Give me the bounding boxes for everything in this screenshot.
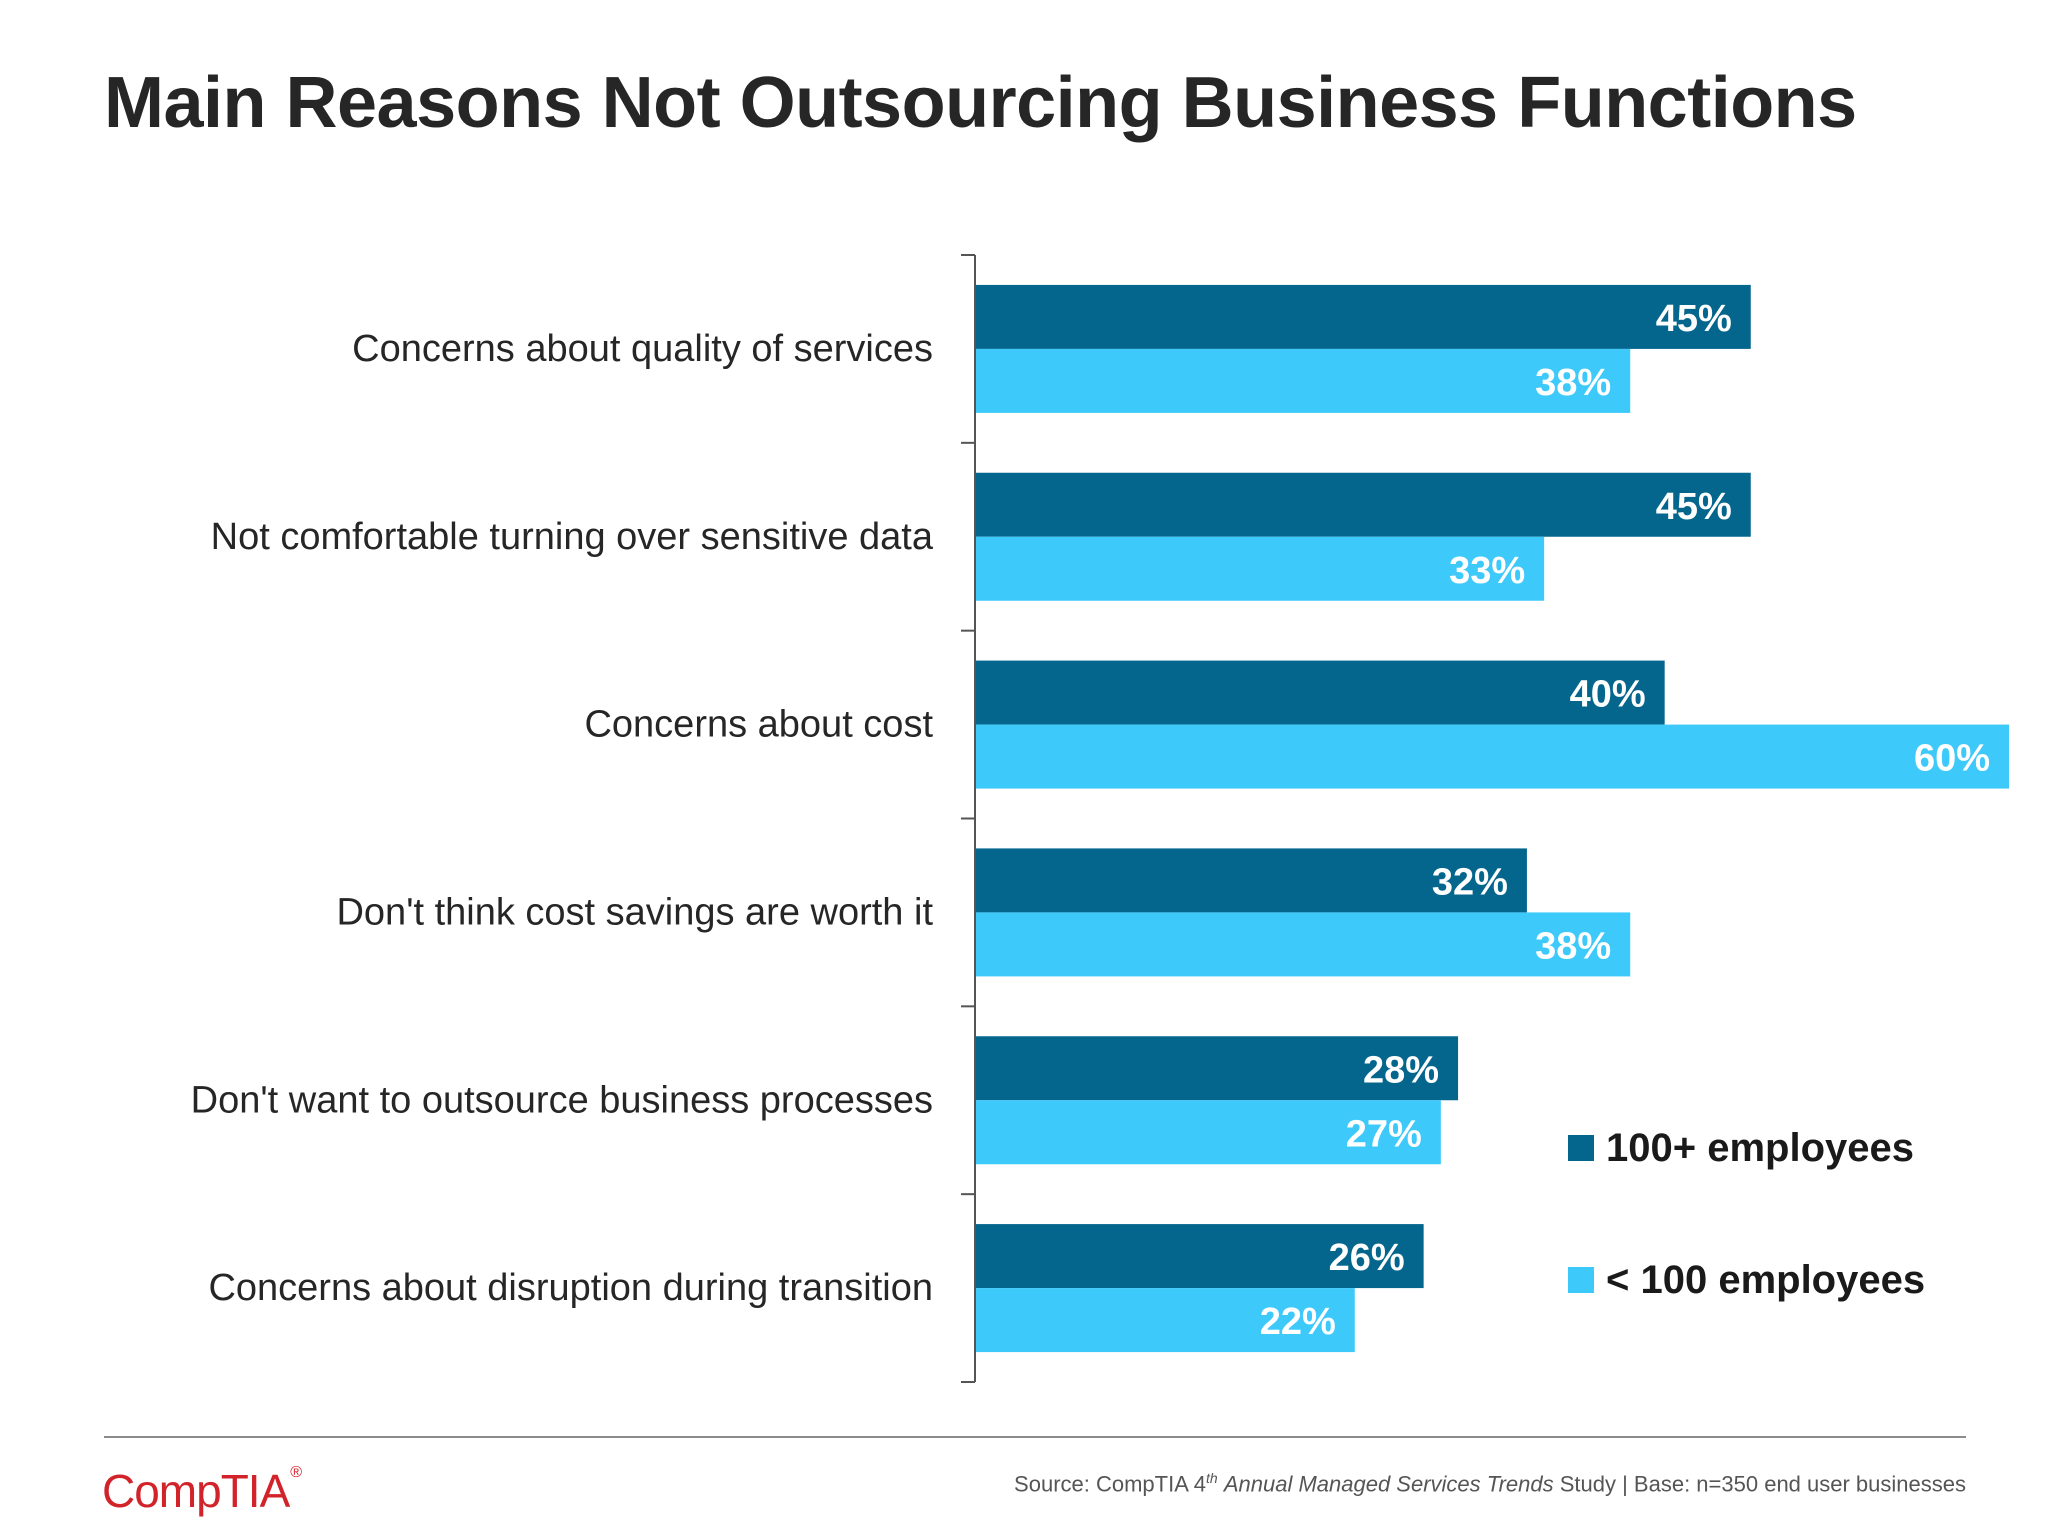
- bar-under-100: [976, 724, 2009, 789]
- bar-under-100: [976, 536, 1545, 601]
- bar-100plus: [976, 1036, 1459, 1101]
- comptia-logo: CompTIA®: [102, 1464, 302, 1518]
- logo-text: CompTIA: [102, 1465, 290, 1517]
- footer-divider: [104, 1436, 1966, 1438]
- bar-chart: Concerns about quality of services 45% 38%…: [191, 254, 2009, 1383]
- bar-under-100: [976, 912, 1631, 977]
- category-label: Concerns about disruption during transit…: [208, 1267, 933, 1309]
- legend: 100+ employees < 100 employees: [1568, 1118, 1925, 1382]
- legend-label-large: 100+ employees: [1606, 1125, 1914, 1170]
- data-label: 38%: [1535, 362, 1611, 404]
- category-label: Not comfortable turning over sensitive d…: [211, 516, 934, 558]
- legend-item-small[interactable]: < 100 employees: [1568, 1250, 1925, 1310]
- bar-100plus: [976, 848, 1527, 913]
- chart-axis: [961, 254, 976, 1383]
- data-label: 60%: [1914, 738, 1990, 780]
- source-note: Source: CompTIA 4th Annual Managed Servi…: [1014, 1470, 1966, 1497]
- data-label: 40%: [1570, 674, 1646, 716]
- source-suffix: Study | Base: n=350 end user businesses: [1553, 1471, 1966, 1497]
- bar-100plus: [976, 284, 1751, 349]
- data-label: 32%: [1432, 861, 1508, 903]
- bar-under-100: [976, 1288, 1355, 1353]
- bar-100plus: [976, 660, 1665, 725]
- data-label: 26%: [1329, 1237, 1405, 1279]
- legend-label-small: < 100 employees: [1606, 1257, 1926, 1302]
- bar-under-100: [976, 1100, 1441, 1165]
- category-label: Don't think cost savings are worth it: [336, 891, 933, 933]
- source-prefix: Source: CompTIA 4: [1014, 1471, 1207, 1497]
- bar-100plus: [976, 472, 1751, 537]
- chart-bars: [976, 284, 2009, 1353]
- bar-under-100: [976, 348, 1631, 413]
- data-label: 28%: [1363, 1049, 1439, 1091]
- legend-swatch-small: [1568, 1267, 1594, 1293]
- legend-item-large[interactable]: 100+ employees: [1568, 1118, 1925, 1178]
- data-label: 33%: [1449, 550, 1525, 592]
- legend-swatch-large: [1568, 1135, 1594, 1161]
- source-superscript: th: [1206, 1470, 1218, 1486]
- data-label: 45%: [1656, 486, 1732, 528]
- source-study-title: Annual Managed Services Trends: [1223, 1471, 1554, 1497]
- chart-labels: Concerns about quality of services 45% 38%…: [191, 298, 1990, 1343]
- bar-100plus: [976, 1224, 1424, 1289]
- logo-registered-mark: ®: [290, 1464, 302, 1481]
- data-label: 27%: [1346, 1113, 1422, 1155]
- data-label: 38%: [1535, 925, 1611, 967]
- data-label: 45%: [1656, 298, 1732, 340]
- category-label: Don't want to outsource business process…: [191, 1079, 933, 1121]
- page-title: Main Reasons Not Outsourcing Business Fu…: [104, 63, 1857, 143]
- category-label: Concerns about cost: [584, 704, 933, 746]
- data-label: 22%: [1260, 1301, 1336, 1343]
- category-label: Concerns about quality of services: [352, 328, 933, 370]
